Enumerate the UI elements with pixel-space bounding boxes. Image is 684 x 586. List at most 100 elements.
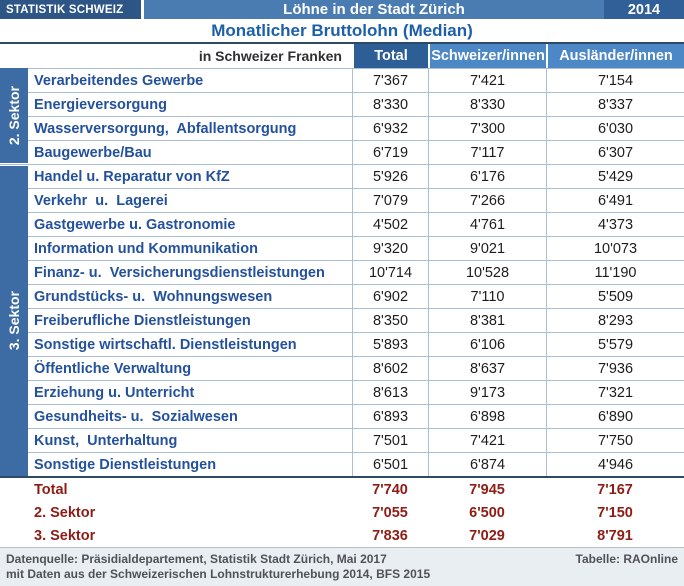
- source-line-2: mit Daten aus der Schweizerischen Lohnst…: [6, 567, 431, 581]
- summary-row: 3. Sektor 7'836 7'029 8'791: [0, 524, 684, 547]
- total-value: 6'902: [352, 285, 428, 308]
- summary-row: 2. Sektor 7'055 6'500 7'150: [0, 501, 684, 524]
- total-value: 10'714: [352, 261, 428, 284]
- summary-swiss-value: 7'029: [469, 527, 505, 544]
- table-row: Handel u. Reparatur von KfZ 5'926 6'176 …: [0, 164, 684, 188]
- table-body: 2. Sektor 3. Sektor Verarbeitendes Gewer…: [0, 68, 684, 476]
- total-value: 5'893: [352, 333, 428, 356]
- foreign-value: 6'890: [546, 405, 684, 428]
- industry-label: Grundstücks- u. Wohnungswesen: [34, 288, 273, 305]
- table-row: Erziehung u. Unterricht 8'613 9'173 7'32…: [0, 380, 684, 404]
- table-summary: Total 7'740 7'945 7'167 2. Sektor 7'055 …: [0, 478, 684, 547]
- foreign-value: 7'936: [546, 357, 684, 380]
- table-row: Kunst, Unterhaltung 7'501 7'421 7'750: [0, 428, 684, 452]
- total-value: 6'932: [352, 117, 428, 140]
- foreign-value: 7'750: [546, 429, 684, 452]
- swiss-value: 7'117: [428, 141, 546, 164]
- divider-line-top: [0, 42, 684, 44]
- summary-label: 3. Sektor: [34, 527, 96, 544]
- foreign-value: 5'509: [546, 285, 684, 308]
- foreign-value: 10'073: [546, 237, 684, 260]
- total-value: 8'330: [352, 93, 428, 116]
- swiss-value: 6'898: [428, 405, 546, 428]
- foreign-value: 4'946: [546, 453, 684, 476]
- industry-label: Erziehung u. Unterricht: [34, 384, 195, 401]
- total-value: 6'719: [352, 141, 428, 164]
- summary-row: Total 7'740 7'945 7'167: [0, 478, 684, 501]
- total-value: 7'367: [352, 69, 428, 92]
- summary-label: 2. Sektor: [34, 504, 96, 521]
- industry-label: Gesundheits- u. Sozialwesen: [34, 408, 238, 425]
- total-value: 8'602: [352, 357, 428, 380]
- industry-label: Gastgewerbe u. Gastronomie: [34, 216, 236, 233]
- swiss-value: 9'173: [428, 381, 546, 404]
- brand-label: STATISTIK SCHWEIZ: [0, 0, 141, 19]
- swiss-value: 7'421: [428, 429, 546, 452]
- table-row: Gesundheits- u. Sozialwesen 6'893 6'898 …: [0, 404, 684, 428]
- unit-label: in Schweizer Franken: [198, 48, 342, 64]
- total-value: 6'501: [352, 453, 428, 476]
- swiss-value: 8'330: [428, 93, 546, 116]
- table-row: Energieversorgung 8'330 8'330 8'337: [0, 92, 684, 116]
- total-value: 7'079: [352, 189, 428, 212]
- summary-spacer: [0, 501, 28, 524]
- industry-label: Handel u. Reparatur von KfZ: [34, 168, 230, 185]
- summary-total-value: 7'055: [372, 504, 408, 521]
- swiss-value: 7'266: [428, 189, 546, 212]
- foreign-value: 7'154: [546, 69, 684, 92]
- industry-label: Kunst, Unterhaltung: [34, 432, 178, 449]
- summary-foreign-value: 8'791: [597, 527, 633, 544]
- swiss-value: 7'421: [428, 69, 546, 92]
- table-row: Baugewerbe/Bau 6'719 7'117 6'307: [0, 140, 684, 164]
- industry-label: Energieversorgung: [34, 96, 167, 113]
- sector-strip-2-label: 2. Sektor: [6, 85, 22, 146]
- table-credit: Tabelle: RAOnline: [575, 552, 678, 566]
- total-value: 8'613: [352, 381, 428, 404]
- table-header-row: in Schweizer Franken Total Schweizer/inn…: [0, 44, 684, 68]
- swiss-value: 7'300: [428, 117, 546, 140]
- summary-label: Total: [34, 481, 68, 498]
- sector-strip-3: 3. Sektor: [0, 166, 28, 476]
- swiss-value: 6'176: [428, 165, 546, 188]
- industry-label: Information und Kommunikation: [34, 240, 258, 257]
- swiss-value: 10'528: [428, 261, 546, 284]
- industry-label: Freiberufliche Dienstleistungen: [34, 312, 251, 329]
- swiss-value: 7'110: [428, 285, 546, 308]
- table-row: Sonstige Dienstleistungen 6'501 6'874 4'…: [0, 452, 684, 476]
- foreign-value: 6'491: [546, 189, 684, 212]
- swiss-value: 8'637: [428, 357, 546, 380]
- foreign-value: 7'321: [546, 381, 684, 404]
- topbar-divider: [141, 0, 144, 19]
- column-header-swiss: Schweizer/innen: [428, 44, 546, 68]
- total-value: 9'320: [352, 237, 428, 260]
- table-row: Verkehr u. Lagerei 7'079 7'266 6'491: [0, 188, 684, 212]
- total-value: 4'502: [352, 213, 428, 236]
- foreign-value: 4'373: [546, 213, 684, 236]
- table-row: Öffentliche Verwaltung 8'602 8'637 7'936: [0, 356, 684, 380]
- swiss-value: 8'381: [428, 309, 546, 332]
- industry-label: Sonstige Dienstleistungen: [34, 456, 217, 473]
- foreign-value: 5'579: [546, 333, 684, 356]
- swiss-value: 4'761: [428, 213, 546, 236]
- industry-label: Verarbeitendes Gewerbe: [34, 72, 204, 89]
- table-row: Information und Kommunikation 9'320 9'02…: [0, 236, 684, 260]
- summary-swiss-value: 6'500: [469, 504, 505, 521]
- swiss-value: 6'106: [428, 333, 546, 356]
- table-row: Sonstige wirtschaftl. Dienstleistungen 5…: [0, 332, 684, 356]
- industry-label: Verkehr u. Lagerei: [34, 192, 168, 209]
- summary-total-value: 7'836: [372, 527, 408, 544]
- table-row: Gastgewerbe u. Gastronomie 4'502 4'761 4…: [0, 212, 684, 236]
- total-value: 8'350: [352, 309, 428, 332]
- industry-label: Baugewerbe/Bau: [34, 144, 152, 161]
- column-header-foreign: Ausländer/innen: [546, 44, 684, 68]
- swiss-value: 9'021: [428, 237, 546, 260]
- foreign-value: 6'307: [546, 141, 684, 164]
- industry-label: Wasserversorgung, Abfallentsorgung: [34, 120, 297, 137]
- swiss-value: 6'874: [428, 453, 546, 476]
- sector-strip-2: 2. Sektor: [0, 68, 28, 163]
- page-subtitle: Monatlicher Bruttolohn (Median): [0, 19, 684, 42]
- footer: Datenquelle: Präsidialdepartement, Stati…: [0, 547, 684, 586]
- top-bar: STATISTIK SCHWEIZ Löhne in der Stadt Zür…: [0, 0, 684, 19]
- divider-line-bottom: [0, 476, 684, 478]
